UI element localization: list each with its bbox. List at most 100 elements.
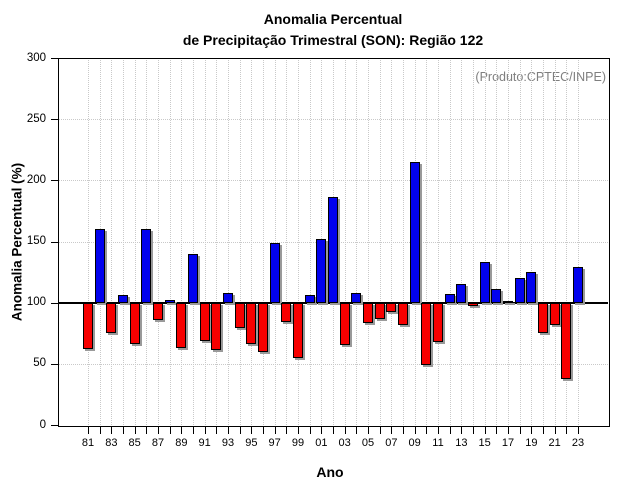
x-tick-label: 01 [315, 437, 328, 449]
x-tick [508, 426, 509, 434]
x-tick [321, 426, 323, 434]
bar-11 [433, 302, 443, 342]
x-tick-label: 03 [338, 437, 351, 449]
chart-title-line2: de Precipitação Trimestral (SON): Região… [182, 32, 484, 48]
horizontal-gridline [58, 180, 608, 182]
bar-88 [164, 300, 175, 303]
x-tick [239, 426, 241, 434]
plot-area [58, 58, 608, 425]
x-tick [146, 426, 148, 434]
x-tick [356, 426, 358, 434]
x-tick-label: 09 [408, 437, 421, 449]
bar-89 [176, 302, 187, 348]
bar-22 [561, 302, 572, 379]
bar-83 [106, 302, 117, 334]
x-tick [344, 426, 346, 434]
x-tick [274, 426, 276, 434]
x-tick-label: 05 [361, 437, 375, 449]
bar-23 [573, 267, 583, 303]
x-tick [216, 426, 218, 434]
bar-05 [363, 302, 373, 324]
x-tick [228, 426, 229, 434]
bar-84 [118, 295, 128, 303]
x-tick [193, 426, 194, 434]
x-tick [554, 426, 556, 434]
bar-07 [386, 302, 397, 313]
x-tick-label: 23 [571, 437, 585, 449]
x-tick-label: 89 [175, 437, 188, 449]
x-tick [391, 426, 393, 434]
x-tick-label: 17 [501, 437, 515, 449]
bar-99 [293, 302, 303, 358]
bar-10 [421, 302, 432, 366]
x-tick [181, 426, 183, 434]
x-tick [134, 426, 136, 434]
bar-08 [398, 302, 408, 325]
y-tick-label: 200 [26, 173, 46, 186]
x-tick [169, 426, 171, 434]
x-tick [158, 426, 159, 434]
bar-21 [549, 302, 560, 325]
bar-94 [234, 302, 245, 329]
y-tick [51, 241, 58, 243]
x-tick [309, 426, 311, 434]
x-tick [461, 426, 463, 434]
x-tick-label: 97 [268, 437, 281, 449]
x-tick [449, 426, 451, 434]
x-axis-title: Ano [316, 464, 344, 480]
horizontal-gridline [58, 119, 608, 121]
x-tick-label: 11 [432, 437, 444, 449]
x-tick [298, 426, 299, 434]
bar-87 [153, 302, 163, 320]
bar-13 [456, 284, 467, 303]
x-tick-label: 15 [478, 437, 491, 449]
y-tick-label: 100 [26, 296, 46, 309]
x-tick [88, 426, 89, 434]
chart-title-line1: Anomalia Percentual [263, 11, 403, 27]
x-tick [473, 426, 474, 434]
bar-86 [141, 229, 152, 303]
x-tick [368, 426, 369, 434]
y-tick-label: 50 [33, 357, 46, 370]
bar-00 [304, 295, 315, 303]
x-tick [251, 426, 253, 434]
bar-92 [211, 302, 222, 351]
x-tick-label: 21 [548, 437, 561, 449]
x-tick [403, 426, 404, 434]
y-tick [51, 180, 58, 182]
x-tick [123, 426, 124, 434]
y-tick [51, 58, 58, 59]
x-tick-label: 85 [128, 437, 141, 449]
y-tick [51, 119, 58, 121]
x-tick [438, 426, 439, 434]
y-tick-label: 300 [26, 51, 46, 64]
x-tick [543, 426, 544, 434]
y-tick-label: 150 [26, 235, 46, 247]
x-tick [379, 426, 381, 434]
y-tick-label: 250 [26, 112, 46, 125]
x-tick [484, 426, 486, 434]
horizontal-gridline [58, 363, 608, 365]
bar-90 [188, 253, 198, 303]
bar-85 [129, 302, 140, 345]
x-tick-label: 81 [81, 437, 95, 449]
x-tick [578, 426, 579, 434]
x-tick-label: 13 [455, 437, 468, 449]
bar-15 [479, 262, 490, 303]
bar-04 [351, 292, 362, 303]
x-tick [519, 426, 521, 434]
x-tick-label: 07 [385, 437, 398, 449]
x-tick [333, 426, 334, 434]
y-tick [51, 302, 58, 304]
y-tick [51, 363, 58, 365]
bar-81 [83, 302, 93, 350]
bar-20 [538, 302, 548, 334]
x-tick-label: 99 [291, 437, 305, 449]
x-tick [531, 426, 533, 434]
bar-03 [339, 302, 350, 346]
x-tick [99, 426, 101, 434]
bar-02 [328, 197, 338, 303]
bar-96 [258, 302, 268, 352]
y-tick-label: 0 [39, 418, 46, 431]
